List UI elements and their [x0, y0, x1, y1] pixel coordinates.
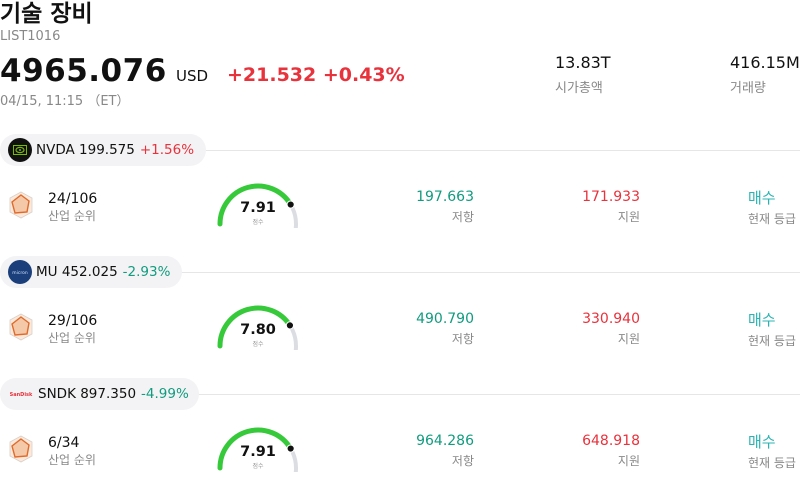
score-label: 점수 [252, 463, 264, 470]
market-cap-value: 13.83T [555, 53, 611, 72]
micron-logo-icon: micron [8, 260, 32, 284]
rating-label: 현재 등급 [748, 212, 796, 226]
ticker-pill-nvda[interactable]: NVDA 199.575 +1.56% [0, 134, 206, 166]
rating-value[interactable]: 매수 [748, 311, 776, 329]
industry-rank-value: 24/106 [48, 191, 98, 207]
currency-label: USD [176, 67, 209, 85]
support-label: 지원 [617, 332, 640, 346]
support-value: 330.940 [582, 311, 640, 327]
score-gauge [217, 427, 298, 472]
resistance-label: 저항 [451, 210, 474, 224]
section-divider [0, 150, 800, 151]
rating-label: 현재 등급 [748, 456, 796, 470]
score-gauge [217, 305, 298, 350]
svg-text:SanDisk: SanDisk [10, 392, 33, 398]
ticker-change-percent: -4.99% [141, 386, 189, 402]
market-cap-label: 시가총액 [555, 81, 603, 96]
nvidia-logo-icon [8, 138, 32, 162]
gauge-marker [285, 321, 295, 330]
resistance-value: 964.286 [416, 433, 474, 449]
industry-rank-label: 산업 순위 [48, 453, 96, 467]
ticker-symbol-price: SNDK 897.350 [38, 386, 137, 402]
resistance-value: 490.790 [416, 311, 474, 327]
ticker-pill-sndk[interactable]: SanDisk SNDK 897.350 -4.99% [0, 378, 199, 410]
score-value: 7.91 [240, 200, 276, 216]
rating-value[interactable]: 매수 [748, 189, 776, 207]
industry-rank-label: 산업 순위 [48, 331, 96, 345]
industry-rank-icon [9, 191, 33, 219]
section-divider [0, 394, 800, 395]
sandisk-logo-icon: SanDisk [8, 382, 34, 406]
index-code: LIST1016 [0, 29, 61, 44]
volume-label: 거래량 [730, 81, 766, 96]
rating-value[interactable]: 매수 [748, 433, 776, 451]
index-price: 4965.076 [0, 53, 167, 89]
gauge-fill [217, 183, 294, 227]
svg-text:micron: micron [12, 270, 28, 276]
resistance-value: 197.663 [416, 189, 474, 205]
ticker-symbol-price: NVDA 199.575 [36, 142, 135, 158]
score-value: 7.91 [240, 444, 276, 460]
industry-rank-icon [9, 435, 33, 463]
score-label: 점수 [252, 219, 264, 226]
ticker-pill-mu[interactable]: micron MU 452.025 -2.93% [0, 256, 182, 288]
industry-rank-label: 산업 순위 [48, 209, 96, 223]
resistance-label: 저항 [451, 332, 474, 346]
support-label: 지원 [617, 454, 640, 468]
gauge-marker [286, 200, 295, 209]
price-change: +21.532 +0.43% [227, 64, 405, 86]
ticker-change-percent: +1.56% [139, 142, 195, 158]
score-label: 점수 [252, 341, 264, 348]
industry-rank-icon [9, 313, 33, 341]
industry-rank-value: 29/106 [48, 313, 98, 329]
support-label: 지원 [617, 210, 640, 224]
gauge-fill [217, 427, 294, 471]
score-value: 7.80 [240, 322, 276, 338]
support-value: 648.918 [582, 433, 640, 449]
volume-value: 416.15M [730, 53, 800, 72]
timestamp: 04/15, 11:15 （ET） [0, 94, 130, 109]
resistance-label: 저항 [451, 454, 474, 468]
rating-label: 현재 등급 [748, 334, 796, 348]
gauge-marker [286, 444, 295, 453]
support-value: 171.933 [582, 189, 640, 205]
ticker-symbol-price: MU 452.025 [36, 264, 118, 280]
ticker-change-percent: -2.93% [122, 264, 171, 280]
section-divider [0, 272, 800, 273]
page-title: 기술 장비 [0, 1, 93, 27]
gauge-fill [217, 305, 293, 349]
industry-rank-value: 6/34 [48, 435, 80, 451]
score-gauge [217, 183, 298, 228]
